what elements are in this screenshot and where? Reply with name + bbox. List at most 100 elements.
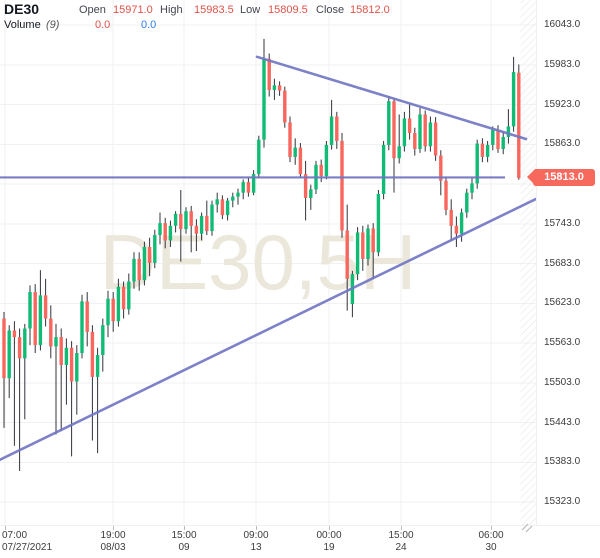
candle — [75, 345, 79, 415]
candle — [501, 131, 505, 155]
time-tick-label: 06:00 30 — [478, 530, 504, 553]
price-tick-label: 15743.0 — [544, 217, 581, 229]
time-tick-mark — [184, 526, 185, 530]
time-axis[interactable]: 07:00 07/27/2021 19:00 08/03 15:00 09 09:00 13 0… — [0, 525, 600, 558]
candle — [64, 338, 69, 405]
candle — [2, 311, 6, 428]
price-tick-label: 15863.0 — [544, 138, 581, 150]
candle — [262, 38, 266, 148]
candle — [506, 109, 511, 144]
candle — [433, 117, 438, 161]
candle — [49, 305, 53, 359]
candle — [376, 190, 381, 257]
price-axis[interactable]: 15813.0 16043.0 15983.0 15923.0 15863.0 1574… — [527, 0, 600, 525]
price-tick-label: 16043.0 — [544, 19, 581, 30]
candle — [59, 328, 63, 432]
candle — [69, 341, 74, 457]
candle — [33, 284, 37, 354]
time-tick-mark — [5, 526, 6, 530]
time-tick-label: 15:00 09 — [171, 530, 197, 553]
candle — [220, 195, 225, 220]
time-tick-mark — [113, 526, 114, 530]
trendline-descending-resistance[interactable] — [255, 55, 528, 141]
price-tick-label: 15503.0 — [544, 376, 581, 388]
candle — [470, 178, 474, 200]
price-tick-label: 15443.0 — [544, 416, 581, 428]
trendline-ascending-support[interactable] — [0, 196, 540, 462]
chart-canvas[interactable]: DE30,5H — [0, 0, 540, 525]
candle — [428, 116, 433, 152]
price-tick-label: 15623.0 — [544, 297, 581, 309]
candle — [95, 347, 100, 454]
candle — [407, 102, 412, 140]
candle — [251, 170, 256, 196]
candle — [418, 107, 422, 153]
candle — [335, 111, 339, 149]
candle — [475, 139, 479, 189]
time-tick-mark — [401, 526, 402, 530]
candle — [277, 81, 282, 96]
candle — [350, 270, 355, 318]
candle — [85, 292, 89, 347]
candle — [142, 241, 147, 286]
candle — [17, 328, 22, 471]
time-tick-mark — [491, 526, 492, 530]
candle — [132, 252, 136, 289]
candle — [298, 142, 303, 179]
candle — [147, 237, 152, 277]
candle — [199, 212, 204, 241]
last-price-badge: 15813.0 — [527, 168, 595, 186]
price-tick-label: 15323.0 — [544, 496, 581, 508]
candle — [225, 197, 230, 221]
candle — [121, 281, 126, 319]
candle — [236, 188, 240, 205]
candle — [28, 285, 32, 346]
candle — [43, 278, 48, 327]
candle — [54, 323, 58, 435]
candle — [480, 138, 485, 163]
candle — [90, 325, 95, 441]
candlestick-chart[interactable]: DE30,5H — [0, 0, 540, 525]
candle — [241, 179, 245, 200]
price-tick-label: 15683.0 — [544, 257, 581, 269]
candle — [449, 199, 453, 241]
candle — [106, 290, 110, 338]
candle — [491, 126, 495, 151]
axis-resize-handle[interactable] — [521, 520, 533, 533]
future-area-hatch — [520, 0, 536, 525]
candle — [153, 229, 157, 269]
candle — [366, 224, 370, 266]
candle — [231, 192, 235, 208]
candle — [205, 200, 209, 236]
candle — [324, 140, 329, 180]
candle — [293, 138, 297, 165]
candle — [12, 321, 17, 446]
candle — [101, 318, 105, 372]
candle — [80, 294, 84, 359]
candle — [454, 216, 459, 248]
candle — [329, 99, 334, 150]
candle — [511, 56, 516, 132]
candle — [413, 127, 417, 156]
candle — [184, 207, 188, 234]
candle — [116, 278, 121, 327]
candle — [397, 114, 401, 164]
candle — [168, 220, 173, 248]
candle — [283, 86, 287, 128]
candle — [111, 292, 115, 332]
candle — [355, 227, 360, 281]
candle — [189, 205, 193, 253]
candle — [387, 95, 391, 151]
candle — [163, 217, 167, 249]
gridlines — [0, 0, 536, 525]
candle — [465, 188, 469, 218]
candle — [173, 211, 178, 233]
candle — [179, 190, 183, 262]
time-tick-mark — [256, 526, 257, 530]
candle — [137, 252, 141, 291]
candle — [402, 111, 407, 152]
candle — [485, 140, 490, 163]
time-tick-label: 09:00 13 — [243, 530, 269, 553]
candle — [272, 78, 277, 100]
